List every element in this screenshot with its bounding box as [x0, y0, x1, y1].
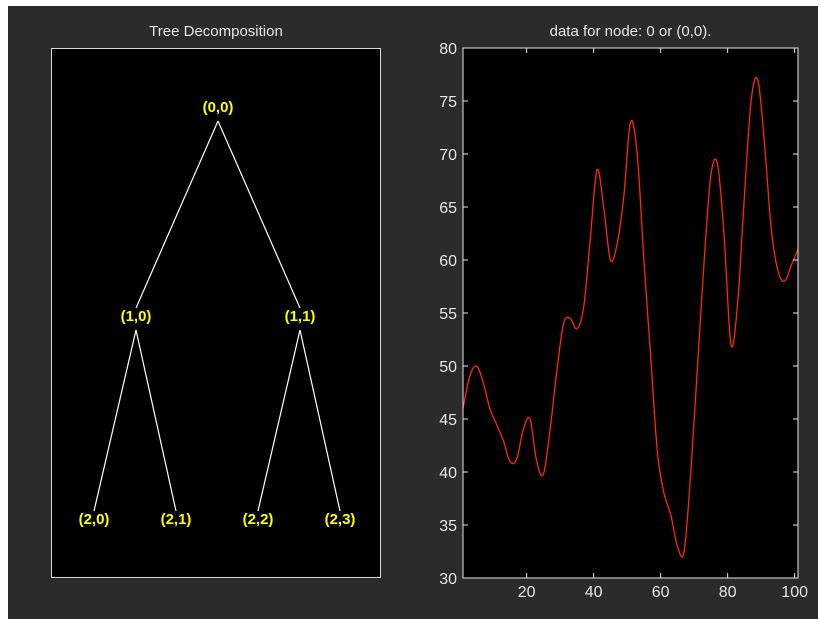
x-tick-label: 60 [652, 584, 670, 601]
tree-node-n11[interactable]: (1,1) [285, 308, 316, 325]
tree-node-n22[interactable]: (2,2) [243, 511, 274, 528]
y-tick-label: 30 [439, 571, 457, 588]
tree-panel-title: Tree Decomposition [149, 23, 283, 40]
y-tick-label: 40 [439, 465, 457, 482]
x-tick-label: 40 [585, 584, 603, 601]
tree-node-root[interactable]: (0,0) [203, 99, 234, 116]
y-tick-label: 75 [439, 94, 457, 111]
y-tick-label: 35 [439, 518, 457, 535]
plot-area[interactable] [463, 48, 798, 578]
tree-decomposition-panel[interactable]: (0,0) (1,0) (1,1) (2,0) (2,1) (2,2) (2,3) [51, 48, 381, 578]
tree-edge [217, 120, 301, 309]
tree-node-n20[interactable]: (2,0) [79, 511, 110, 528]
tree-canvas: (0,0) (1,0) (1,1) (2,0) (2,1) (2,2) (2,3) [79, 99, 356, 528]
tree-node-n21[interactable]: (2,1) [161, 511, 192, 528]
tree-edge [299, 329, 341, 512]
figure-window: Tree Decomposition data for node: 0 or (… [8, 6, 818, 619]
y-tick-label: 60 [439, 253, 457, 270]
tree-node-n23[interactable]: (2,3) [325, 511, 356, 528]
line-chart: 30 35 40 45 50 55 60 65 70 75 80 20 40 60 80 100 [439, 41, 808, 601]
y-tick-label: 50 [439, 359, 457, 376]
x-tick-label: 100 [781, 584, 808, 601]
y-tick-label: 80 [439, 41, 457, 58]
x-tick-label: 20 [518, 584, 536, 601]
tree-edge [135, 329, 177, 512]
y-tick-label: 55 [439, 306, 457, 323]
chart-title: data for node: 0 or (0,0). [549, 23, 712, 40]
tree-edge [257, 329, 301, 512]
tree-edge [93, 329, 137, 512]
y-tick-label: 65 [439, 200, 457, 217]
series-line-0 [462, 76, 799, 558]
x-tick-label: 80 [719, 584, 737, 601]
tree-node-n10[interactable]: (1,0) [121, 308, 152, 325]
y-tick-label: 45 [439, 412, 457, 429]
y-tick-label: 70 [439, 147, 457, 164]
tree-edge [135, 120, 219, 309]
